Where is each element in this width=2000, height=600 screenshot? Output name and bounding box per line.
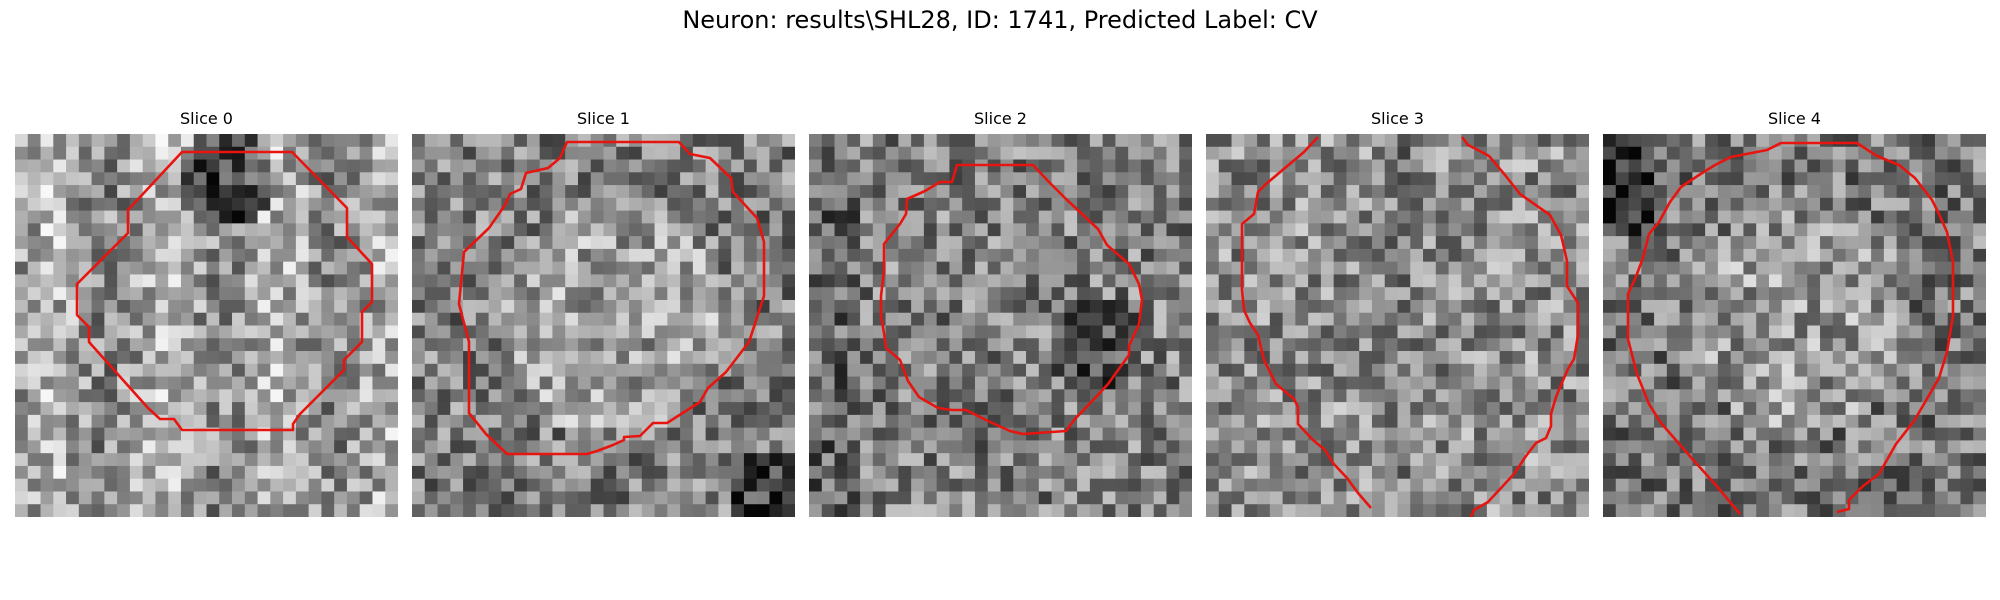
slice-panel-3: Slice 3 bbox=[1206, 108, 1589, 517]
contour-line bbox=[75, 150, 374, 432]
pixel-grid bbox=[412, 134, 795, 517]
slice-image-1 bbox=[412, 134, 795, 517]
contour-line bbox=[1626, 141, 1955, 515]
contour-line bbox=[879, 163, 1144, 436]
slice-image-2 bbox=[809, 134, 1192, 517]
slice-image-4 bbox=[1603, 134, 1986, 517]
figure-title: Neuron: results\SHL28, ID: 1741, Predict… bbox=[682, 6, 1318, 34]
slice-panel-2: Slice 2 bbox=[809, 108, 1192, 517]
pixel-grid bbox=[809, 134, 1192, 517]
slice-title-1: Slice 1 bbox=[577, 109, 630, 128]
slice-image-0 bbox=[15, 134, 398, 517]
slice-title-4: Slice 4 bbox=[1768, 109, 1821, 128]
pixel-grid bbox=[15, 134, 398, 517]
contour-line bbox=[1460, 136, 1580, 517]
slice-title-0: Slice 0 bbox=[180, 109, 233, 128]
pixel-grid bbox=[1603, 134, 1986, 517]
slice-panel-1: Slice 1 bbox=[412, 108, 795, 517]
contour-line bbox=[1240, 136, 1372, 509]
contour-line bbox=[457, 140, 766, 456]
slice-image-3 bbox=[1206, 134, 1589, 517]
slice-panel-0: Slice 0 bbox=[15, 108, 398, 517]
slice-title-2: Slice 2 bbox=[974, 109, 1027, 128]
slice-panel-4: Slice 4 bbox=[1603, 108, 1986, 517]
slice-title-3: Slice 3 bbox=[1371, 109, 1424, 128]
pixel-grid bbox=[1206, 134, 1589, 517]
